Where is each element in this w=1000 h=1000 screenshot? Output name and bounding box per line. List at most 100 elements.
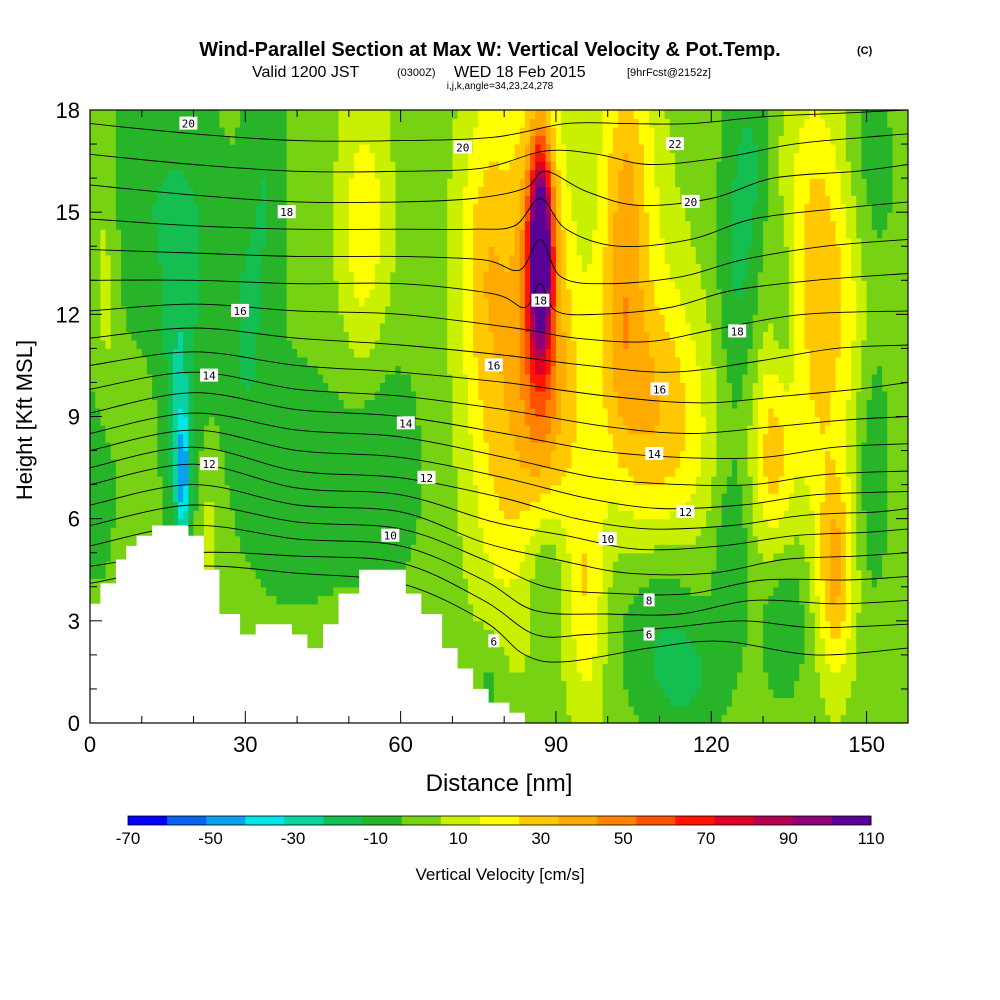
velocity-cell bbox=[467, 578, 505, 588]
velocity-cell bbox=[178, 425, 189, 435]
velocity-cell bbox=[379, 195, 397, 205]
velocity-cell bbox=[447, 263, 464, 273]
velocity-cell bbox=[845, 518, 852, 528]
velocity-cell bbox=[483, 535, 531, 545]
velocity-cell bbox=[799, 144, 837, 154]
velocity-cell bbox=[711, 476, 728, 486]
velocity-cell bbox=[385, 314, 448, 324]
velocity-cell bbox=[768, 195, 785, 205]
velocity-cell bbox=[700, 263, 718, 273]
velocity-cell bbox=[851, 382, 862, 392]
velocity-cell bbox=[348, 212, 381, 222]
velocity-cell bbox=[612, 263, 640, 273]
velocity-cell bbox=[545, 348, 552, 358]
velocity-cell bbox=[851, 339, 862, 349]
colorbar-swatch bbox=[440, 816, 481, 825]
velocity-cell bbox=[607, 195, 619, 205]
velocity-cell bbox=[633, 510, 671, 520]
velocity-cell bbox=[219, 433, 422, 443]
velocity-cell bbox=[654, 288, 681, 298]
velocity-cell bbox=[840, 339, 852, 349]
velocity-cell bbox=[809, 493, 826, 503]
velocity-cell bbox=[851, 501, 857, 511]
velocity-cell bbox=[851, 527, 857, 537]
velocity-cell bbox=[830, 561, 842, 571]
velocity-cell bbox=[711, 484, 728, 494]
terrain-mask bbox=[90, 525, 525, 723]
velocity-cell bbox=[530, 535, 567, 545]
velocity-cell bbox=[545, 339, 552, 349]
velocity-cell bbox=[240, 288, 262, 298]
velocity-cell bbox=[90, 399, 96, 409]
velocity-cell bbox=[115, 195, 158, 205]
velocity-cell bbox=[555, 152, 567, 162]
colorbar-frame bbox=[127, 815, 872, 826]
velocity-cell bbox=[752, 237, 764, 247]
velocity-cell bbox=[856, 212, 873, 222]
velocity-cell bbox=[814, 544, 821, 554]
velocity-cell bbox=[338, 297, 360, 307]
colorbar-tick-label: 90 bbox=[779, 829, 798, 848]
velocity-cell bbox=[747, 586, 774, 596]
velocity-cell bbox=[623, 305, 630, 315]
velocity-cell bbox=[664, 254, 697, 264]
velocity-cell bbox=[680, 288, 707, 298]
velocity-cell bbox=[840, 254, 852, 264]
velocity-cell bbox=[504, 390, 521, 401]
velocity-cell bbox=[90, 365, 148, 375]
velocity-cell bbox=[462, 297, 474, 307]
velocity-cell bbox=[876, 365, 883, 375]
velocity-cell bbox=[172, 518, 179, 528]
velocity-cell bbox=[260, 195, 267, 205]
velocity-cell bbox=[685, 629, 749, 639]
velocity-cell bbox=[716, 459, 733, 469]
velocity-cell bbox=[214, 544, 241, 554]
velocity-cell bbox=[566, 535, 604, 545]
velocity-cell bbox=[483, 671, 495, 682]
velocity-cell bbox=[861, 127, 894, 137]
theta-contour-6 bbox=[90, 525, 908, 616]
velocity-cell bbox=[840, 195, 857, 205]
velocity-cell bbox=[783, 544, 806, 554]
velocity-cell bbox=[612, 578, 650, 588]
velocity-cell bbox=[550, 459, 573, 469]
velocity-cell bbox=[690, 220, 718, 230]
velocity-cell bbox=[700, 390, 718, 401]
velocity-cell bbox=[530, 612, 562, 622]
colorbar-tick-label: 50 bbox=[614, 829, 633, 848]
velocity-cell bbox=[597, 195, 609, 205]
velocity-cell bbox=[198, 476, 226, 486]
velocity-cell bbox=[794, 373, 811, 384]
velocity-cell bbox=[612, 135, 640, 145]
velocity-cell bbox=[188, 527, 195, 537]
velocity-cell bbox=[851, 169, 862, 179]
velocity-cell bbox=[488, 254, 500, 264]
velocity-cell bbox=[188, 450, 195, 460]
velocity-cell bbox=[561, 246, 567, 256]
velocity-cell bbox=[757, 186, 769, 196]
velocity-cell bbox=[768, 212, 785, 222]
velocity-cell bbox=[162, 314, 200, 324]
velocity-cell bbox=[524, 237, 531, 247]
velocity-cell bbox=[763, 459, 785, 469]
velocity-cell bbox=[188, 484, 195, 494]
velocity-cell bbox=[105, 229, 122, 239]
velocity-cell bbox=[623, 314, 630, 324]
velocity-cell bbox=[550, 416, 562, 426]
velocity-cell bbox=[731, 254, 749, 264]
velocity-cell bbox=[757, 399, 816, 409]
velocity-cell bbox=[731, 178, 759, 188]
velocity-cell bbox=[530, 603, 562, 613]
velocity-cell bbox=[778, 169, 795, 179]
velocity-cell bbox=[638, 254, 650, 264]
velocity-cell bbox=[514, 433, 531, 443]
velocity-cell bbox=[649, 110, 666, 120]
velocity-cell bbox=[892, 178, 908, 188]
velocity-cell bbox=[711, 322, 723, 332]
velocity-cell bbox=[524, 407, 536, 418]
velocity-cell bbox=[467, 373, 479, 384]
velocity-cell bbox=[716, 220, 733, 230]
velocity-cell bbox=[390, 144, 454, 154]
velocity-cell bbox=[172, 407, 179, 418]
velocity-cell bbox=[561, 612, 573, 622]
